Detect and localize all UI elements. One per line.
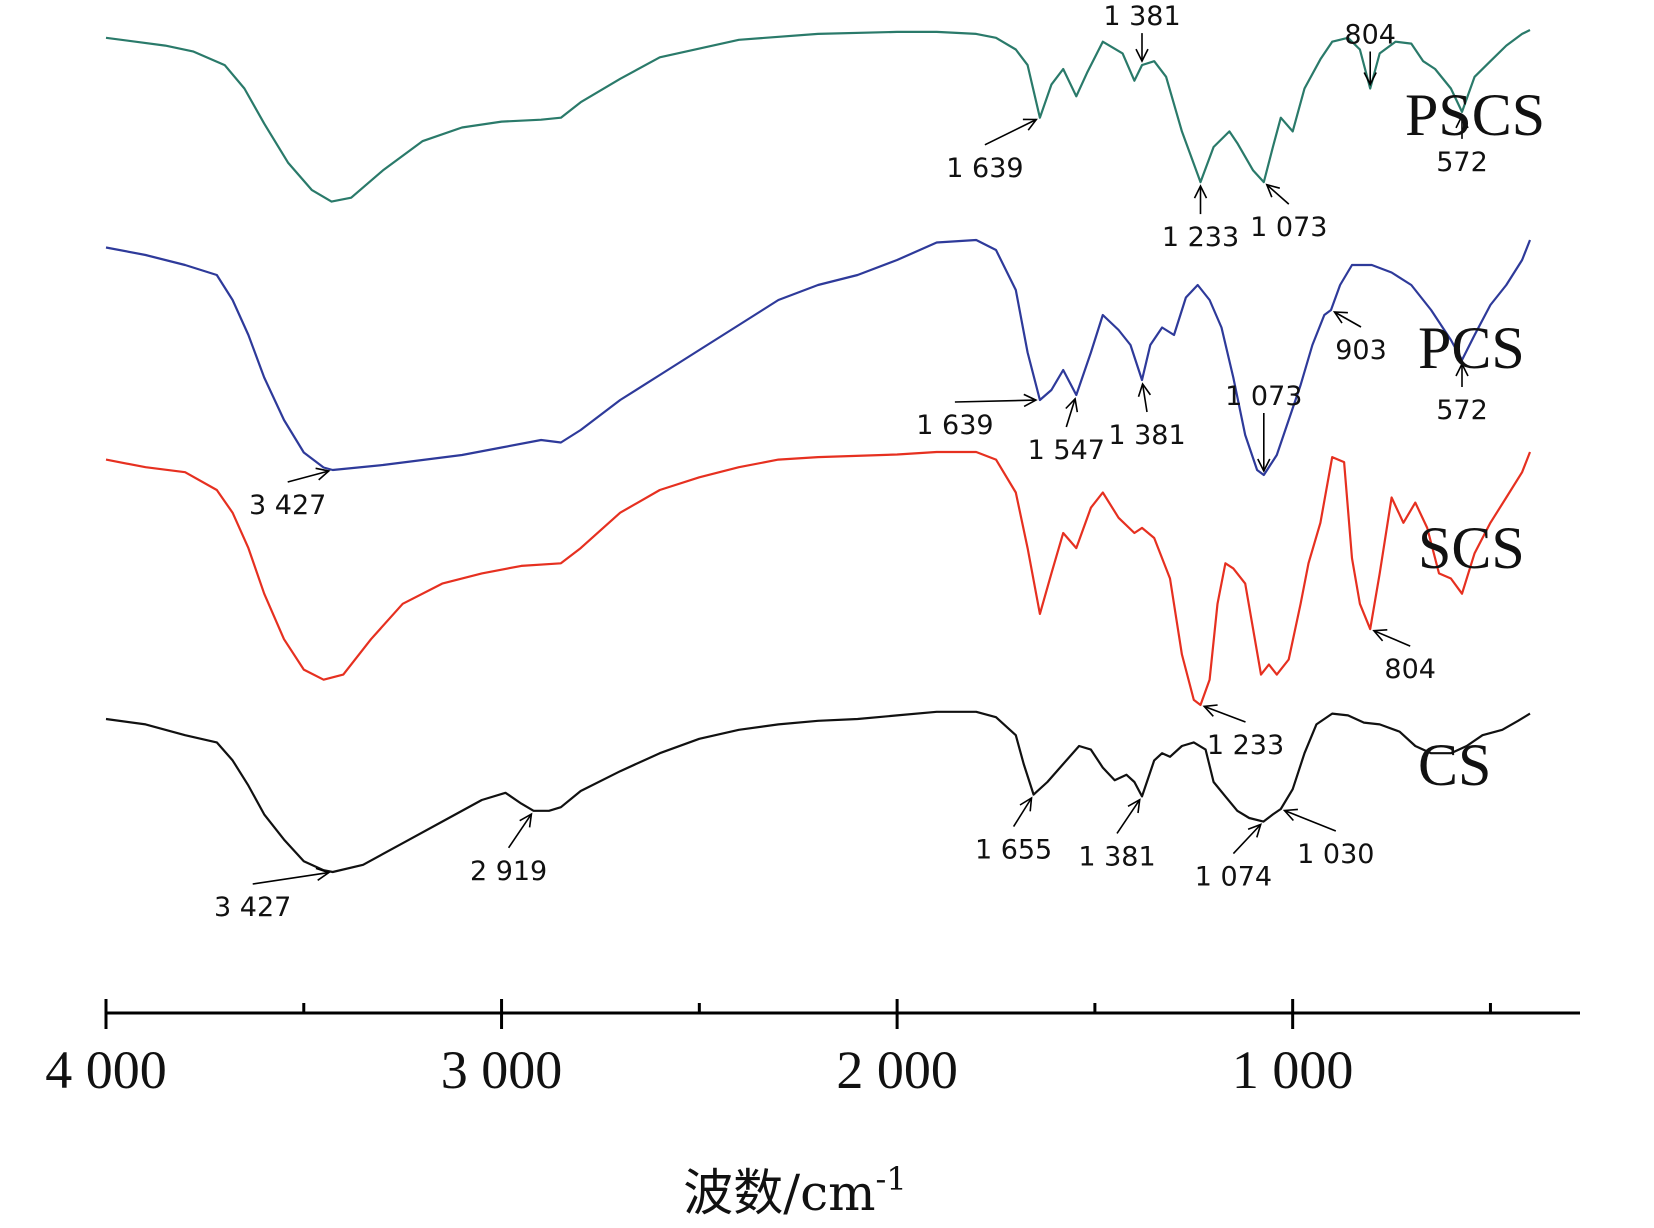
annotation-layer: 1 639 1 381 1 233 1 073 804 572 3 427 1 639 1 54…: [214, 1, 1488, 923]
peak-arrow: [1203, 705, 1246, 723]
peak-label: 1 639: [946, 153, 1023, 184]
peak-label: 1 381: [1078, 841, 1155, 872]
peak-annotation-pcs-903: 903: [1332, 311, 1387, 366]
peak-label: 1 074: [1195, 862, 1272, 893]
series-line-cs: [105, 710, 1531, 874]
peak-arrow-head: [1332, 311, 1348, 324]
peak-annotation-cs-1655: 1 655: [975, 796, 1052, 866]
peak-arrow-head: [315, 467, 331, 481]
peak-arrow-head: [1455, 114, 1469, 129]
peak-label: 903: [1335, 335, 1387, 366]
peak-arrow-head: [1265, 183, 1281, 198]
peak-label: 1 655: [975, 835, 1052, 866]
peak-annotation-cs-1381: 1 381: [1078, 798, 1156, 872]
peak-label: 1 233: [1207, 730, 1284, 761]
peak-arrow-head: [1282, 808, 1298, 822]
peak-annotation-pcs-1073: 1 073: [1225, 381, 1302, 473]
peak-label: 1 073: [1225, 381, 1302, 412]
peak-label: 572: [1436, 395, 1488, 426]
peak-arrow: [287, 470, 330, 483]
peak-label: 1 073: [1250, 212, 1327, 243]
peak-label: 804: [1384, 654, 1436, 685]
peak-arrow-head: [1022, 118, 1038, 131]
peak-arrow-head: [1127, 798, 1141, 814]
peak-arrow: [1334, 311, 1362, 328]
peak-arrow: [252, 871, 329, 885]
x-axis-ticks: 4 000 3 000 2 000 1 000: [45, 999, 1492, 1100]
peak-arrow-head: [1247, 823, 1262, 838]
peak-arrow-head: [1363, 72, 1377, 87]
peak-arrow: [1284, 809, 1337, 832]
peak-label: 804: [1344, 20, 1396, 51]
series-layer: [105, 29, 1532, 874]
peak-label: 1 639: [916, 410, 993, 441]
peak-arrow-head: [1193, 184, 1208, 199]
peak-annotation-pcs-1639: 1 639: [916, 393, 1038, 441]
peak-label: 3 427: [249, 490, 326, 521]
series-label-pcs: PCS: [1418, 315, 1525, 381]
series-line-pscs: [105, 29, 1531, 203]
peak-annotation-pscs-1233: 1 233: [1162, 184, 1239, 253]
peak-arrow-head: [519, 812, 533, 828]
peak-annotation-cs-2919: 2 919: [470, 812, 547, 887]
peak-arrow-head: [1137, 382, 1152, 397]
x-axis-title: 波数/cm-1: [683, 1160, 906, 1222]
peak-label: 1 381: [1108, 420, 1185, 451]
peak-arrow: [1116, 799, 1141, 834]
series-label-layer: PSCS PCS SCS CS: [1405, 82, 1545, 798]
series-line-scs: [105, 450, 1532, 707]
peak-arrow: [1065, 398, 1076, 428]
x-tick-label: 1 000: [1232, 1040, 1354, 1100]
peak-label: 1 030: [1297, 839, 1374, 870]
peak-label: 1 233: [1162, 222, 1239, 253]
peak-arrow: [954, 399, 1036, 403]
peak-annotation-pscs-1639: 1 639: [946, 118, 1038, 184]
series-line-pcs: [105, 238, 1532, 477]
peak-annotation-pcs-3427: 3 427: [249, 467, 331, 521]
peak-arrow-head: [1455, 362, 1469, 377]
peak-annotation-cs-1074: 1 074: [1195, 823, 1272, 893]
peak-annotation-pscs-1381: 1 381: [1103, 1, 1181, 63]
peak-arrow-head: [1135, 48, 1149, 63]
peak-annotation-pcs-572: 572: [1436, 362, 1488, 426]
peak-annotation-scs-1233: 1 233: [1202, 704, 1284, 761]
peak-annotation-pscs-1073: 1 073: [1250, 183, 1327, 243]
peak-annotation-pscs-804: 804: [1344, 20, 1396, 87]
series-label-pscs: PSCS: [1405, 82, 1545, 148]
peak-annotation-pcs-1547: 1 547: [1028, 397, 1105, 466]
peak-annotation-cs-1030: 1 030: [1282, 808, 1374, 870]
peak-annotation-pcs-1381: 1 381: [1108, 382, 1186, 451]
peak-arrow: [1141, 383, 1148, 413]
peak-label: 2 919: [470, 856, 547, 887]
peak-arrow-head: [1019, 796, 1033, 812]
peak-arrow-head: [1023, 393, 1038, 408]
peak-arrow-head: [1257, 458, 1271, 473]
peak-annotation-pscs-572: 572: [1436, 114, 1488, 178]
peak-arrow: [1266, 184, 1290, 205]
peak-label: 572: [1436, 147, 1488, 178]
peak-arrow-head: [1372, 629, 1388, 642]
peak-arrow: [984, 118, 1037, 146]
peak-annotation-scs-804: 804: [1372, 629, 1436, 685]
peak-label: 1 381: [1103, 1, 1180, 32]
peak-arrow: [1373, 629, 1411, 647]
peak-arrow-head: [315, 867, 331, 881]
x-tick-label: 2 000: [836, 1040, 958, 1100]
peak-arrow: [1232, 823, 1262, 855]
series-label-scs: SCS: [1418, 515, 1525, 581]
peak-label: 1 547: [1028, 435, 1105, 466]
x-tick-label: 3 000: [441, 1040, 563, 1100]
x-tick-label: 4 000: [45, 1040, 167, 1100]
peak-arrow: [1012, 797, 1033, 828]
peak-arrow-head: [1065, 397, 1079, 413]
peak-arrow-head: [1202, 704, 1218, 717]
peak-arrow: [507, 813, 533, 849]
peak-annotation-cs-3427: 3 427: [214, 867, 331, 923]
series-label-cs: CS: [1418, 732, 1491, 798]
peak-label: 3 427: [214, 892, 291, 923]
